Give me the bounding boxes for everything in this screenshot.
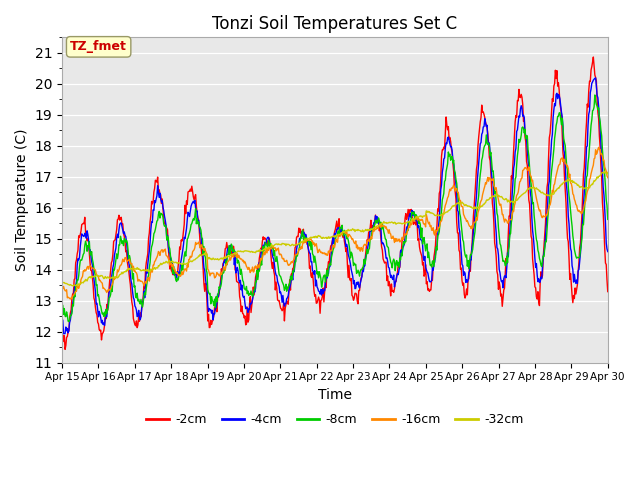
-16cm [418, 216, 426, 222]
-32cm [58, 280, 66, 286]
-8cm [125, 257, 132, 263]
-4cm [125, 260, 132, 265]
-32cm [601, 168, 609, 174]
-16cm [209, 270, 217, 276]
X-axis label: Time: Time [318, 388, 352, 402]
-32cm [180, 261, 188, 267]
Line: -16cm: -16cm [62, 147, 608, 299]
-4cm [402, 230, 410, 236]
Line: -2cm: -2cm [62, 57, 608, 349]
-4cm [604, 249, 612, 254]
-16cm [67, 296, 74, 302]
-8cm [65, 319, 73, 324]
-2cm [58, 330, 66, 336]
-32cm [209, 255, 217, 261]
-16cm [69, 293, 77, 299]
-2cm [418, 253, 426, 259]
-4cm [58, 317, 66, 323]
-32cm [604, 169, 612, 175]
-32cm [418, 213, 426, 219]
-8cm [418, 225, 426, 231]
Line: -32cm: -32cm [62, 171, 608, 286]
-8cm [604, 216, 612, 222]
-2cm [209, 317, 217, 323]
-16cm [402, 231, 410, 237]
-8cm [180, 253, 188, 259]
-2cm [180, 221, 188, 227]
-32cm [68, 283, 76, 288]
-16cm [604, 175, 612, 180]
-8cm [58, 302, 66, 308]
Legend: -2cm, -4cm, -8cm, -16cm, -32cm: -2cm, -4cm, -8cm, -16cm, -32cm [141, 408, 529, 431]
-32cm [125, 265, 132, 271]
-4cm [209, 317, 217, 323]
Y-axis label: Soil Temperature (C): Soil Temperature (C) [15, 129, 29, 271]
-2cm [589, 54, 597, 60]
-32cm [70, 283, 77, 289]
-2cm [125, 268, 132, 274]
-8cm [209, 299, 217, 304]
Line: -4cm: -4cm [62, 78, 608, 334]
-4cm [592, 75, 600, 81]
Title: Tonzi Soil Temperatures Set C: Tonzi Soil Temperatures Set C [212, 15, 458, 33]
-8cm [591, 92, 598, 98]
-4cm [60, 331, 67, 336]
-4cm [418, 238, 426, 243]
-2cm [402, 211, 410, 216]
-8cm [69, 302, 77, 308]
-8cm [402, 239, 410, 244]
-16cm [180, 267, 188, 273]
-4cm [69, 301, 77, 307]
-16cm [125, 257, 132, 263]
-2cm [69, 291, 77, 297]
-32cm [402, 220, 410, 226]
-2cm [61, 347, 69, 352]
Line: -8cm: -8cm [62, 95, 608, 322]
-16cm [58, 283, 66, 289]
-4cm [180, 235, 188, 240]
-16cm [595, 144, 602, 150]
-2cm [604, 289, 612, 295]
Text: TZ_fmet: TZ_fmet [70, 40, 127, 53]
